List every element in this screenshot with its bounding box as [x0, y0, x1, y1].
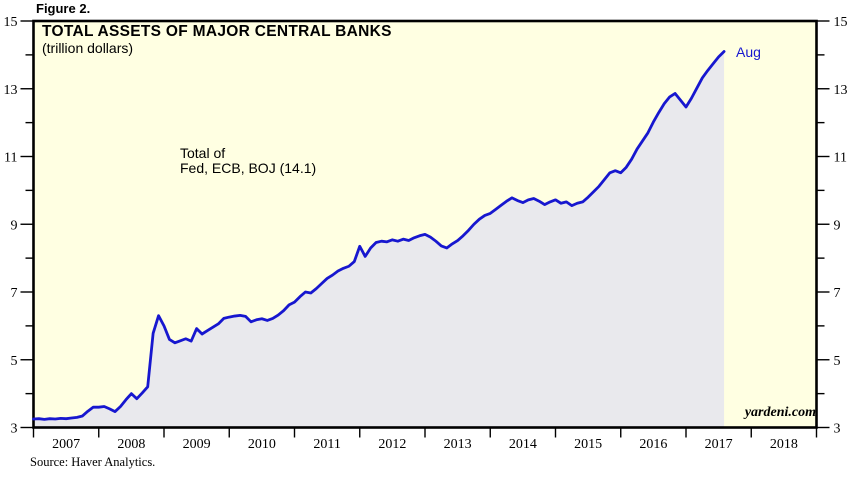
- y-axis-label-right: 7: [834, 286, 841, 301]
- x-axis-year-label: 2008: [117, 437, 145, 452]
- y-axis-label-left: 15: [4, 15, 18, 30]
- y-axis-label-right: 15: [834, 15, 848, 30]
- y-axis-label-left: 3: [11, 422, 18, 437]
- y-axis-label-left: 11: [4, 151, 17, 166]
- plot-frame: [32, 19, 818, 429]
- figure-label: Figure 2.: [36, 1, 91, 16]
- yardeni-watermark: yardeni.com: [744, 405, 816, 420]
- source-note: Source: Haver Analytics.: [30, 455, 156, 469]
- x-axis-year-label: 2009: [183, 437, 211, 452]
- y-axis-label-left: 7: [11, 286, 18, 301]
- chart-subtitle: (trillion dollars): [42, 40, 134, 56]
- y-axis-label-right: 9: [834, 218, 841, 233]
- y-axis-label-right: 3: [834, 422, 841, 437]
- x-axis-year-label: 2012: [378, 437, 406, 452]
- total-assets-line: [32, 50, 726, 421]
- series-annotation: Total of Fed, ECB, BOJ (14.1): [180, 146, 316, 176]
- y-axis-label-right: 13: [834, 83, 848, 98]
- x-axis-year-label: 2016: [639, 437, 667, 452]
- y-axis-label-right: 11: [834, 151, 847, 166]
- x-axis-year-label: 2017: [705, 437, 733, 452]
- end-point-label: Aug: [736, 44, 761, 60]
- y-axis-label-left: 13: [4, 83, 18, 98]
- x-axis-year-label: 2011: [313, 437, 340, 452]
- x-axis-year-label: 2013: [444, 437, 472, 452]
- x-axis-year-label: 2015: [574, 437, 602, 452]
- y-axis-label-right: 5: [834, 354, 841, 369]
- x-axis-year-label: 2014: [509, 437, 537, 452]
- x-axis-year-label: 2018: [770, 437, 798, 452]
- y-axis-label-left: 5: [11, 354, 18, 369]
- annotation-line-1: Total of: [180, 145, 226, 161]
- area-fill: [33, 51, 725, 428]
- x-axis-year-label: 2010: [248, 437, 276, 452]
- x-axis-year-label: 2007: [52, 437, 80, 452]
- annotation-line-2: Fed, ECB, BOJ (14.1): [180, 160, 317, 176]
- chart-title: TOTAL ASSETS OF MAJOR CENTRAL BANKS: [42, 23, 392, 40]
- y-axis-label-left: 9: [11, 218, 18, 233]
